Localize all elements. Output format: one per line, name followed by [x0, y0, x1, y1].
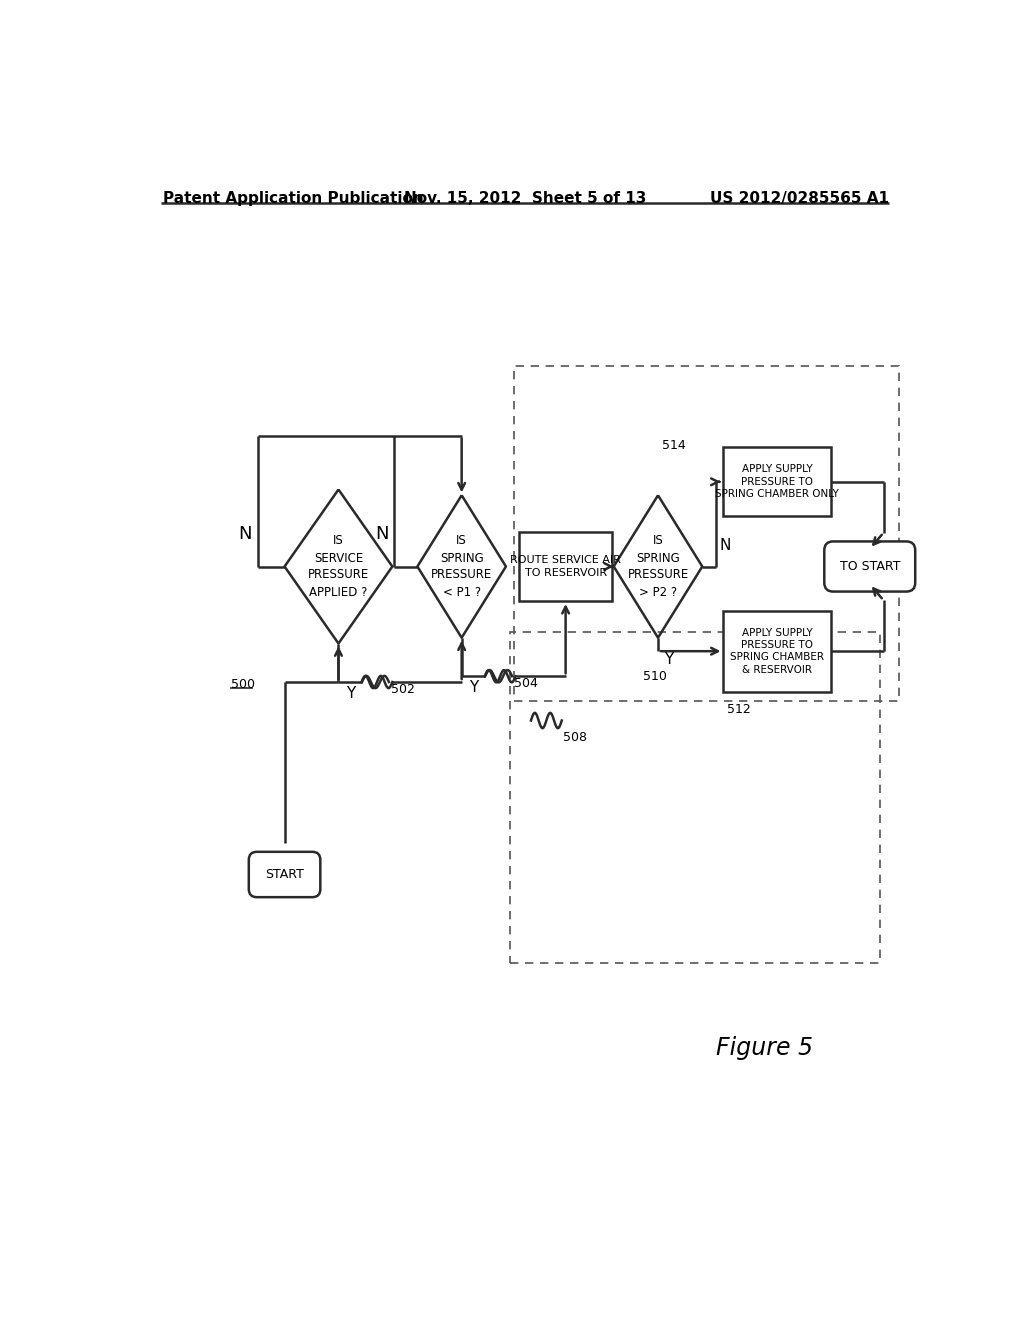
- Text: Y: Y: [469, 680, 478, 696]
- Text: APPLY SUPPLY
PRESSURE TO
SPRING CHAMBER
& RESERVOIR: APPLY SUPPLY PRESSURE TO SPRING CHAMBER …: [730, 627, 824, 675]
- Bar: [519, 532, 611, 601]
- Text: Y: Y: [346, 686, 355, 701]
- FancyBboxPatch shape: [249, 851, 321, 898]
- Text: Y: Y: [665, 652, 674, 667]
- Text: 510: 510: [643, 671, 667, 682]
- Text: N: N: [375, 525, 388, 544]
- Text: N: N: [239, 525, 252, 544]
- Text: Nov. 15, 2012  Sheet 5 of 13: Nov. 15, 2012 Sheet 5 of 13: [403, 191, 646, 206]
- Text: APPLY SUPPLY
PRESSURE TO
SPRING CHAMBER ONLY: APPLY SUPPLY PRESSURE TO SPRING CHAMBER …: [716, 465, 840, 499]
- Text: IS
SPRING
PRESSURE
> P2 ?: IS SPRING PRESSURE > P2 ?: [628, 535, 688, 598]
- Text: IS
SERVICE
PRESSURE
APPLIED ?: IS SERVICE PRESSURE APPLIED ?: [308, 535, 369, 598]
- Text: TO START: TO START: [840, 560, 900, 573]
- Text: Patent Application Publication: Patent Application Publication: [163, 191, 424, 206]
- Text: IS
SPRING
PRESSURE
< P1 ?: IS SPRING PRESSURE < P1 ?: [431, 535, 493, 598]
- Text: N: N: [719, 537, 730, 553]
- FancyBboxPatch shape: [824, 541, 915, 591]
- Bar: [724, 447, 831, 516]
- Text: 508: 508: [563, 731, 588, 744]
- Bar: [510, 632, 880, 964]
- Text: 514: 514: [662, 440, 686, 451]
- Bar: [724, 611, 831, 692]
- Bar: [514, 367, 899, 701]
- Text: 502: 502: [391, 682, 415, 696]
- Text: 504: 504: [514, 677, 538, 690]
- Text: US 2012/0285565 A1: US 2012/0285565 A1: [710, 191, 889, 206]
- Text: 512: 512: [727, 704, 751, 717]
- Text: START: START: [265, 869, 304, 880]
- Text: Figure 5: Figure 5: [716, 1036, 813, 1060]
- Text: 500: 500: [230, 678, 255, 692]
- Text: ROUTE SERVICE AIR
TO RESERVOIR: ROUTE SERVICE AIR TO RESERVOIR: [510, 556, 621, 578]
